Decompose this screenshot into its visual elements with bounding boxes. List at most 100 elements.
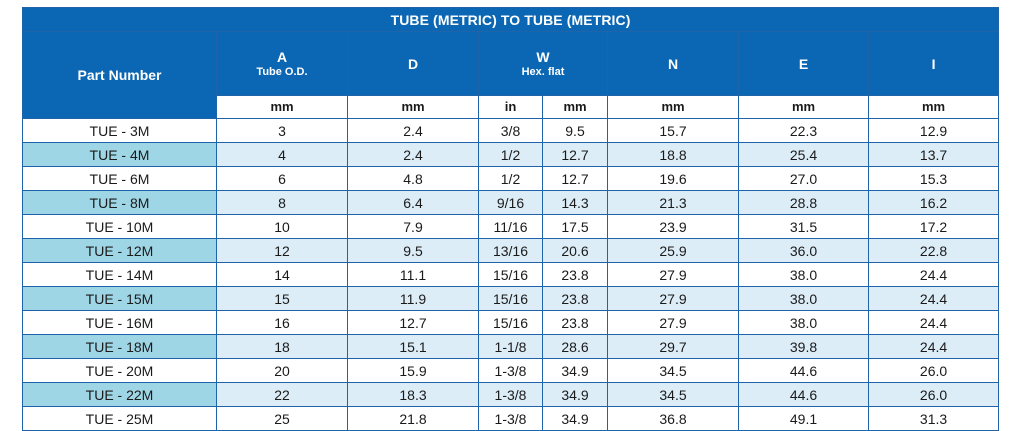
table-row: TUE - 22M 22 18.3 1-3/8 34.9 34.5 44.6 26.0: [22, 382, 1000, 407]
cell-i: 24.4: [867, 310, 1000, 335]
cell-w-mm: 9.5: [542, 118, 608, 143]
table-row: TUE - 6M 6 4.8 1/2 12.7 19.6 27.0 15.3: [22, 166, 1000, 191]
cell-d: 6.4: [347, 190, 479, 215]
cell-i: 24.4: [867, 286, 1000, 311]
cell-i: 24.4: [867, 334, 1000, 359]
header-w: W Hex. flat: [478, 31, 608, 96]
cell-w-mm: 23.8: [542, 262, 608, 287]
cell-w-in: 1-1/8: [478, 334, 543, 359]
cell-part-number: TUE - 14M: [22, 262, 217, 287]
cell-i: 24.4: [867, 262, 1000, 287]
cell-a: 25: [216, 406, 348, 431]
cell-w-mm: 12.7: [542, 142, 608, 167]
header-a-label: A: [276, 48, 288, 65]
cell-w-mm: 34.9: [542, 358, 608, 383]
cell-e: 44.6: [738, 382, 869, 407]
cell-w-in: 1-3/8: [478, 406, 543, 431]
cell-d: 4.8: [347, 166, 479, 191]
cell-w-in: 1-3/8: [478, 382, 543, 407]
cell-part-number: TUE - 12M: [22, 238, 217, 263]
unit-w-in: in: [478, 95, 543, 119]
cell-w-in: 13/16: [478, 238, 543, 263]
table-row: TUE - 20M 20 15.9 1-3/8 34.9 34.5 44.6 26.0: [22, 358, 1000, 383]
cell-n: 19.6: [607, 166, 739, 191]
table-row: TUE - 25M 25 21.8 1-3/8 34.9 36.8 49.1 31.3: [22, 406, 1000, 431]
cell-part-number: TUE - 10M: [22, 214, 217, 239]
cell-n: 27.9: [607, 310, 739, 335]
cell-a: 12: [216, 238, 348, 263]
cell-d: 11.1: [347, 262, 479, 287]
unit-d: mm: [347, 95, 479, 119]
unit-n: mm: [607, 95, 739, 119]
cell-a: 4: [216, 142, 348, 167]
cell-n: 29.7: [607, 334, 739, 359]
cell-w-mm: 17.5: [542, 214, 608, 239]
table-title: TUBE (METRIC) TO TUBE (METRIC): [21, 7, 1000, 32]
cell-w-in: 3/8: [478, 118, 543, 143]
cell-n: 15.7: [607, 118, 739, 143]
table-row: TUE - 3M 3 2.4 3/8 9.5 15.7 22.3 12.9: [22, 118, 1000, 143]
cell-e: 31.5: [738, 214, 869, 239]
cell-w-in: 15/16: [478, 286, 543, 311]
unit-a: mm: [216, 95, 348, 119]
cell-n: 18.8: [607, 142, 739, 167]
cell-part-number: TUE - 8M: [22, 190, 217, 215]
cell-w-in: 9/16: [478, 190, 543, 215]
unit-e: mm: [738, 95, 869, 119]
header-d: D: [347, 31, 479, 96]
table-row: TUE - 18M 18 15.1 1-1/8 28.6 29.7 39.8 24.4: [22, 334, 1000, 359]
cell-i: 16.2: [867, 190, 1000, 215]
cell-part-number: TUE - 18M: [22, 334, 217, 359]
cell-i: 26.0: [867, 358, 1000, 383]
table-row: TUE - 10M 10 7.9 11/16 17.5 23.9 31.5 17.2: [22, 214, 1000, 239]
table-row: TUE - 4M 4 2.4 1/2 12.7 18.8 25.4 13.7: [22, 142, 1000, 167]
cell-i: 31.3: [867, 406, 1000, 431]
cell-part-number: TUE - 16M: [22, 310, 217, 335]
cell-e: 25.4: [738, 142, 869, 167]
header-w-label: W: [536, 48, 550, 65]
cell-a: 6: [216, 166, 348, 191]
cell-i: 12.9: [867, 118, 1000, 143]
cell-part-number: TUE - 3M: [22, 118, 217, 143]
header-w-sub: Hex. flat: [521, 65, 565, 78]
cell-w-in: 1/2: [478, 142, 543, 167]
table-body: TUE - 3M 3 2.4 3/8 9.5 15.7 22.3 12.9 TUE - 4M 4 2…: [22, 118, 1000, 431]
cell-n: 34.5: [607, 382, 739, 407]
cell-w-mm: 23.8: [542, 310, 608, 335]
cell-a: 20: [216, 358, 348, 383]
cell-w-in: 1-3/8: [478, 358, 543, 383]
cell-a: 10: [216, 214, 348, 239]
cell-part-number: TUE - 6M: [22, 166, 217, 191]
cell-n: 27.9: [607, 286, 739, 311]
cell-part-number: TUE - 4M: [22, 142, 217, 167]
cell-e: 39.8: [738, 334, 869, 359]
cell-i: 15.3: [867, 166, 1000, 191]
cell-d: 15.1: [347, 334, 479, 359]
table-row: TUE - 16M 16 12.7 15/16 23.8 27.9 38.0 24.4: [22, 310, 1000, 335]
header-a: A Tube O.D.: [216, 31, 348, 96]
table-row: TUE - 12M 12 9.5 13/16 20.6 25.9 36.0 22.8: [22, 238, 1000, 263]
cell-d: 21.8: [347, 406, 479, 431]
cell-d: 12.7: [347, 310, 479, 335]
cell-i: 22.8: [867, 238, 1000, 263]
cell-w-mm: 23.8: [542, 286, 608, 311]
cell-a: 3: [216, 118, 348, 143]
cell-d: 2.4: [347, 142, 479, 167]
cell-e: 44.6: [738, 358, 869, 383]
cell-part-number: TUE - 20M: [22, 358, 217, 383]
cell-a: 14: [216, 262, 348, 287]
cell-e: 38.0: [738, 310, 869, 335]
cell-a: 8: [216, 190, 348, 215]
table-row: TUE - 8M 8 6.4 9/16 14.3 21.3 28.8 16.2: [22, 190, 1000, 215]
cell-part-number: TUE - 22M: [22, 382, 217, 407]
cell-a: 16: [216, 310, 348, 335]
cell-n: 21.3: [607, 190, 739, 215]
cell-w-mm: 12.7: [542, 166, 608, 191]
cell-e: 27.0: [738, 166, 869, 191]
cell-a: 18: [216, 334, 348, 359]
cell-w-mm: 34.9: [542, 406, 608, 431]
cell-w-mm: 28.6: [542, 334, 608, 359]
cell-d: 11.9: [347, 286, 479, 311]
cell-w-mm: 14.3: [542, 190, 608, 215]
cell-d: 2.4: [347, 118, 479, 143]
